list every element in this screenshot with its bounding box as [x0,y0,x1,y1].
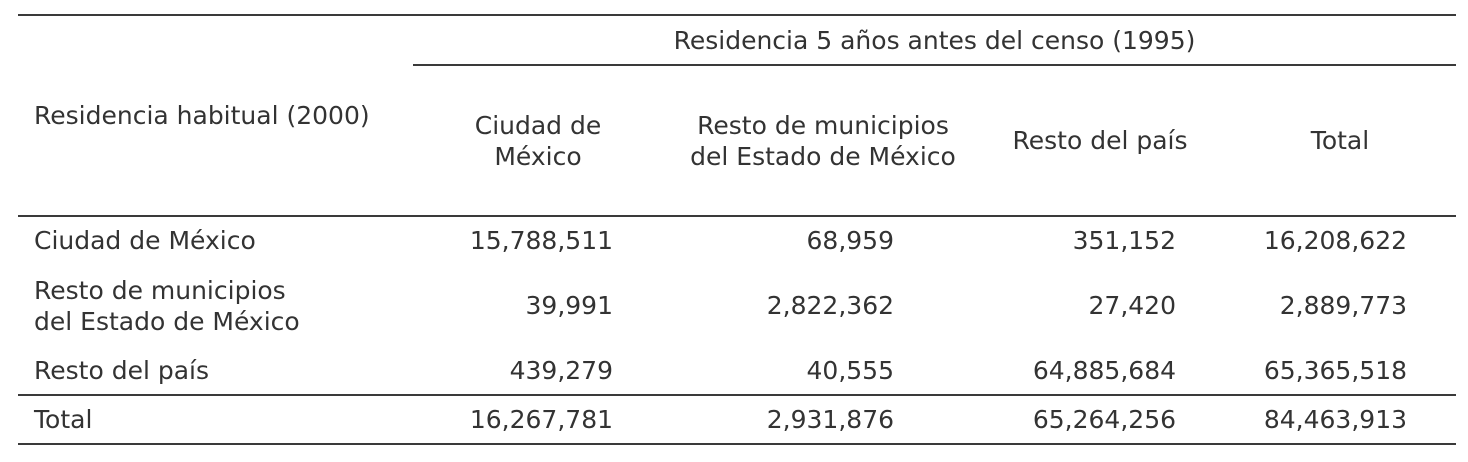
column-header-resto-pais: Resto del país [1012,126,1188,155]
table-cell: 40,555 [806,356,894,385]
total-cell: 2,931,876 [766,405,894,434]
column-header-resto-municipios: Resto de municipios del Estado de México [690,111,956,171]
column-header-total: Total [1310,126,1370,155]
table-cell: 16,208,622 [1263,226,1407,255]
bottom-rule [18,443,1456,445]
total-rule [18,394,1456,396]
table-cell: 68,959 [806,226,894,255]
total-cell: 65,264,256 [1032,405,1176,434]
table-cell: 15,788,511 [469,226,613,255]
row-label: Ciudad de México [34,226,256,255]
spanner-header: Residencia 5 años antes del censo (1995) [673,26,1196,55]
column-header-ciudad: Ciudad de México [474,111,602,171]
total-cell: 84,463,913 [1263,405,1407,434]
table-cell: 2,822,362 [766,291,894,320]
table-cell: 39,991 [525,291,613,320]
spanner-rule [413,64,1456,66]
row-label: Resto de municipios del Estado de México [34,276,300,336]
table-cell: 351,152 [1072,226,1176,255]
top-rule [18,14,1456,16]
total-cell: 16,267,781 [469,405,613,434]
total-label: Total [34,405,93,434]
table-cell: 65,365,518 [1263,356,1407,385]
stub-header: Residencia habitual (2000) [34,101,370,130]
table-cell: 64,885,684 [1032,356,1176,385]
row-label: Resto del país [34,356,209,385]
table-cell: 439,279 [509,356,613,385]
table-cell: 27,420 [1088,291,1176,320]
table-cell: 2,889,773 [1279,291,1407,320]
header-rule [18,215,1456,217]
